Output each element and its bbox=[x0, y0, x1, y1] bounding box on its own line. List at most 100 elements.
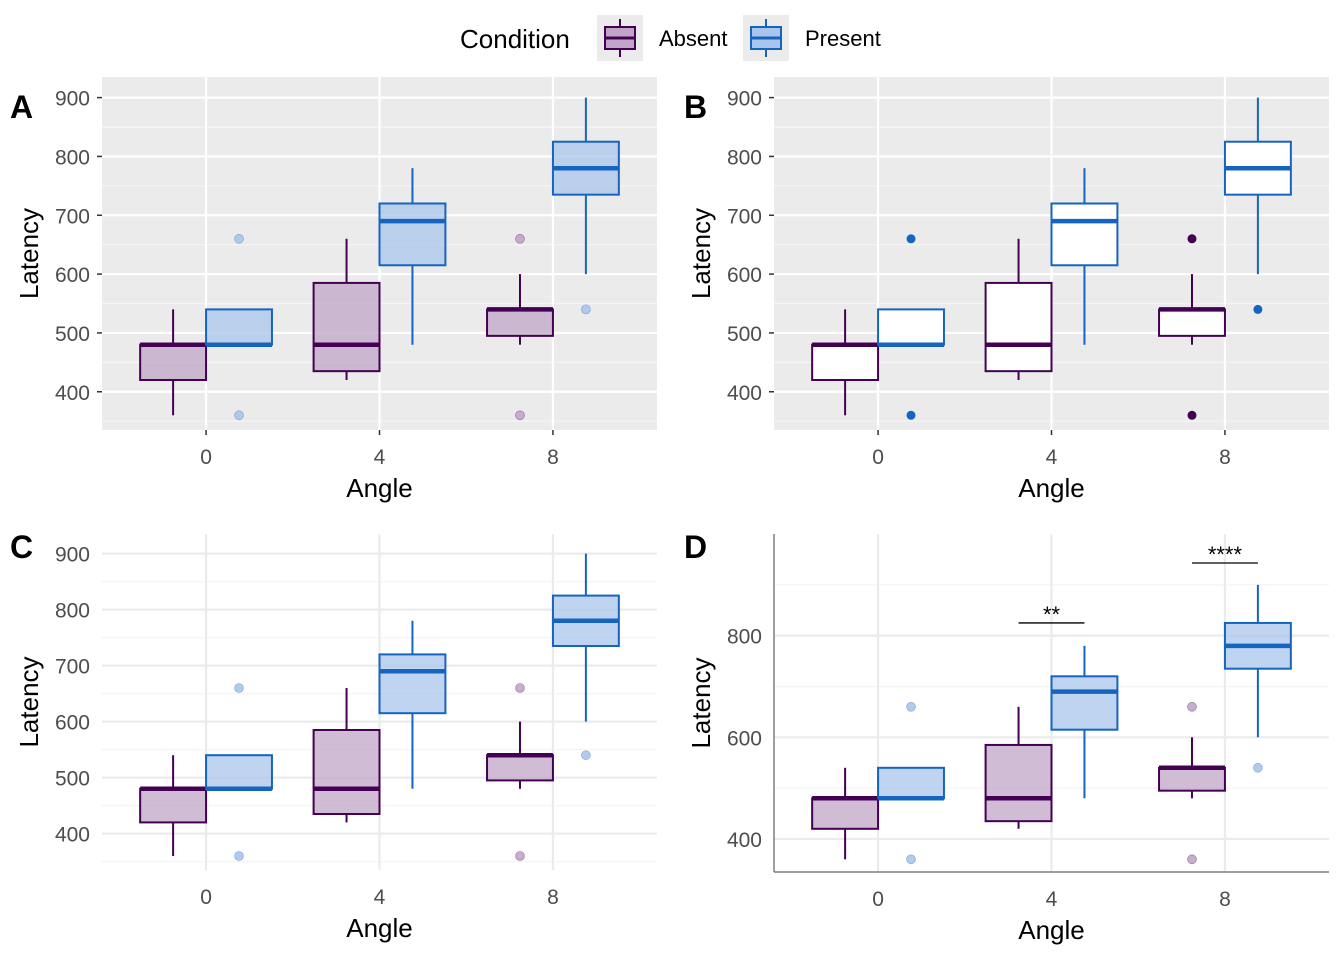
x-axis-title: Angle bbox=[1018, 915, 1085, 945]
outlier-point bbox=[234, 683, 244, 693]
outlier-point bbox=[234, 851, 244, 861]
significance-label: **** bbox=[1208, 542, 1243, 567]
outlier-point bbox=[1252, 762, 1263, 773]
outlier-point bbox=[515, 683, 525, 693]
box-present-angle-8 bbox=[1223, 584, 1292, 773]
box-body bbox=[378, 653, 447, 715]
y-tick-label: 900 bbox=[55, 88, 90, 111]
y-tick-label: 500 bbox=[55, 323, 90, 346]
x-tick-label: 4 bbox=[374, 886, 386, 909]
box-body bbox=[205, 308, 273, 346]
y-tick-label: 700 bbox=[727, 205, 762, 228]
x-tick-label: 0 bbox=[200, 886, 212, 909]
box-body bbox=[811, 343, 880, 381]
x-tick-label: 8 bbox=[547, 446, 559, 469]
box-present-angle-0 bbox=[877, 234, 945, 420]
box-present-angle-8 bbox=[551, 97, 620, 315]
y-axis-title: Latency bbox=[686, 657, 716, 748]
series-present bbox=[205, 553, 620, 861]
y-tick-label: 600 bbox=[727, 264, 762, 287]
panel-c: 400 500 600 700 800 900 0 4 8 Angle Latency C bbox=[10, 529, 657, 943]
y-tick-label: 400 bbox=[55, 382, 90, 405]
legend: Condition Absent Present bbox=[460, 15, 881, 61]
y-axis-title: Latency bbox=[14, 656, 44, 747]
box-body bbox=[486, 308, 554, 337]
x-axis-title: Angle bbox=[346, 913, 413, 943]
panel-tag: D bbox=[684, 529, 707, 565]
outlier-point bbox=[1187, 234, 1197, 244]
y-tick-label: 400 bbox=[55, 824, 90, 847]
outlier-point bbox=[906, 410, 916, 420]
panel-b: 400 500 600 700 800 900 0 4 8 Angle Latency B bbox=[684, 77, 1329, 503]
legend-title: Condition bbox=[460, 24, 570, 54]
box-absent-angle-0 bbox=[139, 309, 208, 416]
box-absent-angle-8 bbox=[1158, 701, 1226, 865]
box-absent-angle-8 bbox=[486, 683, 554, 861]
box-absent-angle-0 bbox=[139, 755, 208, 856]
box-body bbox=[984, 743, 1053, 823]
y-tick-label: 400 bbox=[727, 382, 762, 405]
y-tick-label: 900 bbox=[727, 88, 762, 111]
box-absent-angle-0 bbox=[811, 309, 880, 416]
panel-tag: A bbox=[10, 89, 33, 125]
box-absent-angle-0 bbox=[811, 767, 880, 860]
outlier-point bbox=[234, 410, 244, 421]
panel-tag: C bbox=[10, 529, 33, 565]
y-axis-title: Latency bbox=[14, 208, 44, 299]
legend-key-present bbox=[743, 15, 789, 61]
box-body bbox=[1050, 675, 1119, 731]
y-tick-label: 800 bbox=[55, 146, 90, 169]
box-body bbox=[139, 343, 208, 381]
box-body bbox=[312, 281, 381, 373]
box-body bbox=[1158, 308, 1226, 337]
y-tick-label: 800 bbox=[55, 600, 90, 623]
significance-4: ** bbox=[1018, 602, 1085, 627]
box-body bbox=[1050, 202, 1119, 267]
box-body bbox=[312, 729, 381, 815]
y-tick-label: 600 bbox=[727, 727, 762, 750]
box-body bbox=[1158, 766, 1226, 792]
outlier-point bbox=[515, 410, 525, 421]
significance-label: ** bbox=[1043, 602, 1061, 627]
box-absent-angle-8 bbox=[486, 233, 554, 421]
box-body bbox=[205, 754, 273, 790]
y-tick-label: 500 bbox=[727, 323, 762, 346]
y-tick-label: 400 bbox=[727, 829, 762, 852]
outlier-point bbox=[580, 304, 591, 315]
box-present-angle-0 bbox=[205, 683, 273, 861]
x-tick-label: 8 bbox=[1219, 888, 1231, 911]
y-tick-label: 800 bbox=[727, 626, 762, 649]
x-tick-label: 4 bbox=[1046, 888, 1058, 911]
significance-8: **** bbox=[1191, 542, 1258, 567]
outlier-point bbox=[1253, 304, 1263, 314]
y-tick-label: 600 bbox=[55, 264, 90, 287]
panel-tag: B bbox=[684, 89, 707, 125]
outlier-point bbox=[515, 851, 525, 861]
outlier-point bbox=[234, 233, 244, 244]
legend-label-present: Present bbox=[805, 26, 881, 51]
series-absent bbox=[811, 234, 1226, 420]
box-present-angle-0 bbox=[877, 701, 945, 865]
series-present bbox=[205, 97, 620, 421]
y-tick-label: 700 bbox=[55, 656, 90, 679]
box-present-angle-0 bbox=[205, 233, 273, 421]
box-absent-angle-4 bbox=[984, 238, 1053, 380]
outlier-point bbox=[1187, 854, 1197, 865]
box-body bbox=[877, 308, 945, 346]
box-present-angle-4 bbox=[1050, 645, 1119, 799]
box-present-angle-4 bbox=[1050, 168, 1119, 345]
box-present-angle-4 bbox=[378, 168, 447, 345]
box-absent-angle-4 bbox=[312, 688, 381, 823]
y-tick-label: 700 bbox=[55, 205, 90, 228]
y-tick-label: 500 bbox=[55, 768, 90, 791]
box-body bbox=[811, 797, 880, 830]
box-body bbox=[378, 202, 447, 267]
series-absent bbox=[139, 683, 554, 861]
outlier-point bbox=[1187, 410, 1197, 420]
x-tick-label: 4 bbox=[374, 446, 386, 469]
x-tick-label: 0 bbox=[872, 888, 884, 911]
outlier-point bbox=[1187, 701, 1197, 712]
x-tick-label: 8 bbox=[547, 886, 559, 909]
